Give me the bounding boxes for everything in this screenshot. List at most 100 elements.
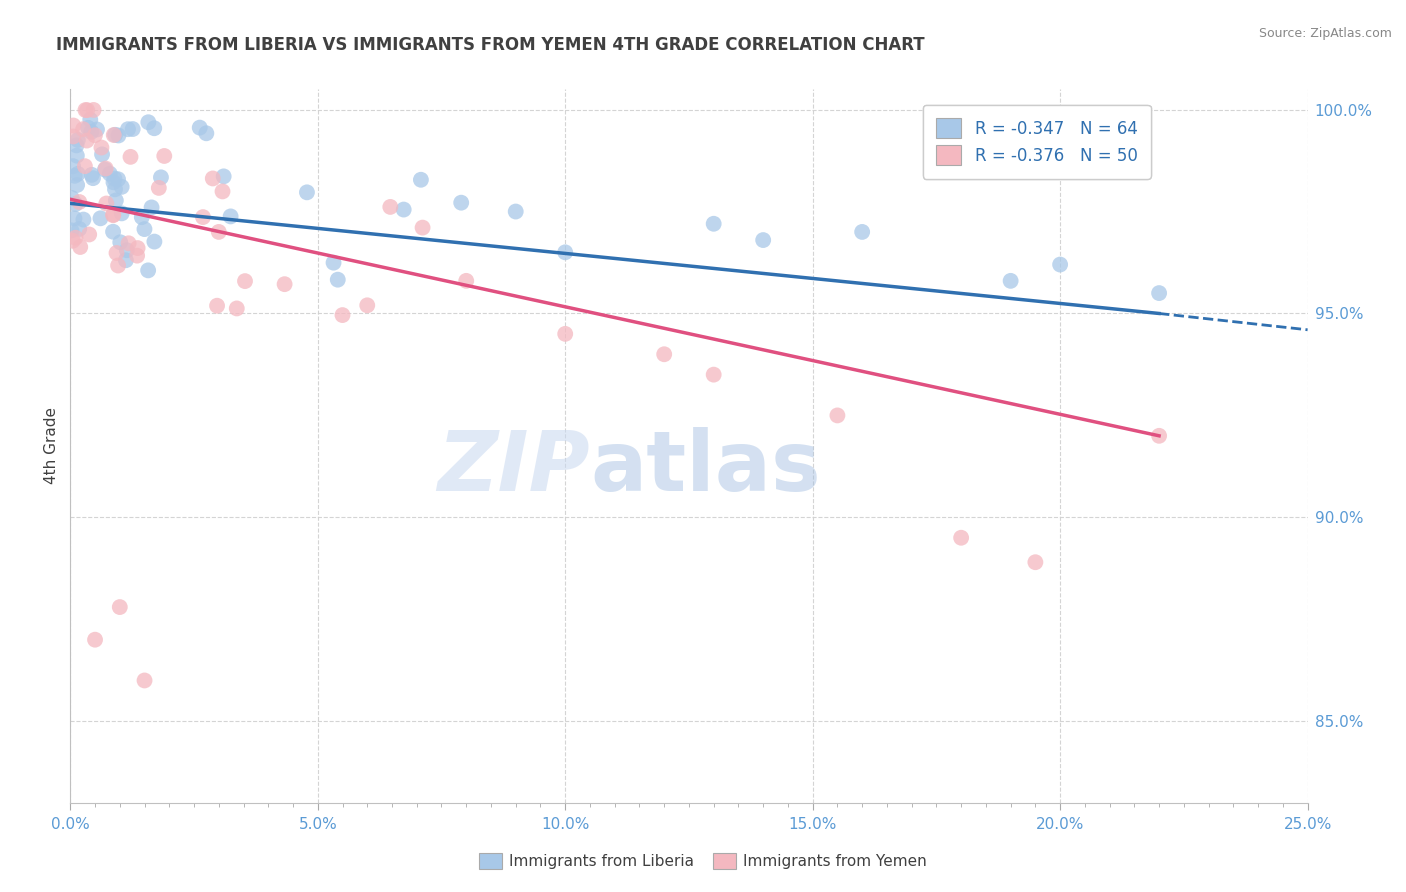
Point [98,167,121,181]
Point [111,206,134,220]
Point [108,600,131,615]
Point [94,161,117,176]
Point [208,225,231,239]
Point [62,119,84,133]
Point [65,197,87,211]
Point [127,249,149,263]
Point [63,169,86,183]
Point [131,210,153,224]
Point [107,128,129,143]
Point [201,171,224,186]
Point [101,208,124,222]
Legend: R = -0.347   N = 64, R = -0.376   N = 50: R = -0.347 N = 64, R = -0.376 N = 50 [922,104,1150,178]
Point [1147,286,1170,301]
Point [103,175,125,189]
Point [63,211,86,226]
Point [295,186,318,200]
Point [117,122,139,136]
Point [117,236,139,251]
Point [134,673,156,688]
Point [62,234,84,248]
Point [149,170,172,185]
Point [225,301,247,316]
Point [103,208,125,222]
Point [104,182,127,196]
Point [134,222,156,236]
Point [205,299,228,313]
Point [505,204,527,219]
Point [66,178,89,192]
Point [104,128,127,142]
Point [65,138,87,153]
Point [332,308,354,322]
Point [84,632,107,647]
Point [950,531,973,545]
Point [752,233,775,247]
Point [115,253,138,268]
Point [69,240,91,254]
Point [77,120,100,135]
Point [148,181,170,195]
Point [219,210,242,224]
Point [703,368,725,382]
Point [107,172,129,186]
Point [211,185,233,199]
Text: atlas: atlas [591,427,821,508]
Point [110,235,132,250]
Point [138,115,160,129]
Point [652,347,675,361]
Point [412,220,434,235]
Point [80,168,103,182]
Point [96,196,118,211]
Point [115,244,138,258]
Point [83,128,105,143]
Point [60,223,83,237]
Point [86,122,108,136]
Point [105,246,128,260]
Point [91,147,114,161]
Point [76,103,98,117]
Point [80,125,103,139]
Point [90,140,112,154]
Point [127,241,149,255]
Point [79,112,101,127]
Point [72,122,94,136]
Point [77,227,100,242]
Point [554,326,576,341]
Point [83,103,105,117]
Y-axis label: 4th Grade: 4th Grade [44,408,59,484]
Point [143,121,166,136]
Point [89,211,111,226]
Point [73,159,96,173]
Text: Source: ZipAtlas.com: Source: ZipAtlas.com [1258,27,1392,40]
Point [101,225,124,239]
Point [136,263,159,277]
Point [195,126,218,140]
Point [1049,258,1071,272]
Point [65,231,87,245]
Point [62,159,84,173]
Point [104,194,127,208]
Point [120,150,142,164]
Point [67,194,90,209]
Point [67,222,90,236]
Point [62,129,84,144]
Point [111,179,134,194]
Point [153,149,176,163]
Point [103,128,125,142]
Point [94,162,117,177]
Point [356,298,378,312]
Point [121,122,143,136]
Point [827,409,849,423]
Point [1147,429,1170,443]
Point [82,171,104,186]
Point [322,255,344,269]
Point [233,274,256,288]
Text: ZIP: ZIP [437,427,591,508]
Point [103,171,125,186]
Point [1000,274,1022,288]
Point [141,201,163,215]
Point [456,274,478,288]
Point [409,173,432,187]
Point [188,120,211,135]
